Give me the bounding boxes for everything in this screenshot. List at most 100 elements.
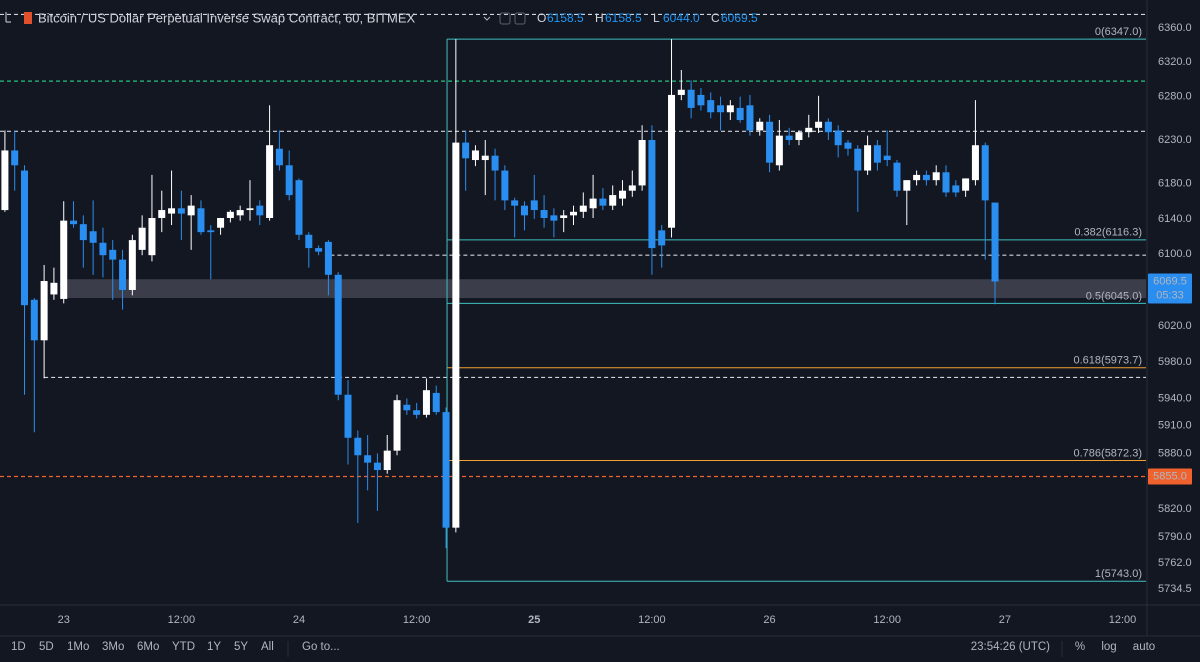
candle-body xyxy=(197,208,205,233)
y-tick-label: 6320.0 xyxy=(1158,56,1192,68)
candle-body xyxy=(217,217,225,228)
candle-body xyxy=(971,145,979,181)
candle-body xyxy=(422,390,430,415)
candle-body xyxy=(913,174,921,181)
scale-option[interactable]: log xyxy=(1101,641,1116,653)
candle-body xyxy=(834,130,842,146)
candle-body xyxy=(785,135,793,140)
candle-body xyxy=(599,198,607,206)
candle-body xyxy=(844,142,852,149)
candle-body xyxy=(540,210,548,218)
plot-area: 0(6347.0) 0.382(6116.3) 0.5(6045.0) 0.618(5… xyxy=(0,13,1147,582)
ohlc-value: 6158.5 xyxy=(605,11,642,25)
candle-body xyxy=(373,462,381,471)
candle-body xyxy=(854,148,862,171)
x-tick-label: 24 xyxy=(293,614,305,626)
scale-option[interactable]: % xyxy=(1075,641,1085,653)
candle-body xyxy=(442,412,450,528)
range-button[interactable]: 5D xyxy=(39,641,54,653)
candle-body xyxy=(530,200,538,211)
candle-body xyxy=(991,202,999,282)
candle-body xyxy=(21,170,29,306)
y-tick-label: 5820.0 xyxy=(1158,503,1192,515)
price-tag-label: 6069.5 xyxy=(1153,275,1187,287)
eye-icon[interactable] xyxy=(499,12,511,25)
candle-body xyxy=(324,241,332,275)
y-tick-label: 5980.0 xyxy=(1158,356,1192,368)
settings-icon[interactable] xyxy=(514,12,526,25)
fib-label: 0.786(5872.3) xyxy=(1074,447,1143,459)
candle-body xyxy=(579,205,587,212)
candle-body xyxy=(109,249,117,260)
symbol-title[interactable]: Bitcoin / US Dollar Perpetual Inverse Sw… xyxy=(38,10,415,25)
y-tick-label: 5790.0 xyxy=(1158,531,1192,543)
candle-body xyxy=(393,400,401,451)
candle-body xyxy=(511,200,519,206)
y-tick-label: 5940.0 xyxy=(1158,392,1192,404)
range-button[interactable]: YTD xyxy=(172,641,195,653)
candle-body xyxy=(824,121,832,133)
ohlc-values: O 6158.5 H 6158.5 L 6044.0 C 6069.5 xyxy=(537,11,758,25)
candle-body xyxy=(922,174,930,181)
candle-body xyxy=(805,127,813,133)
candle-body xyxy=(383,450,391,471)
range-button[interactable]: 1Y xyxy=(207,641,221,653)
candle-body xyxy=(226,211,234,218)
candle-body xyxy=(746,105,754,131)
candle-body xyxy=(775,135,783,166)
candle-body xyxy=(354,437,362,456)
range-button[interactable]: 3Mo xyxy=(102,641,124,653)
range-button[interactable]: All xyxy=(261,641,274,653)
range-button[interactable]: 1Mo xyxy=(67,641,89,653)
y-tick-label: 6280.0 xyxy=(1158,91,1192,103)
candle-body xyxy=(873,145,881,163)
price-tag xyxy=(1148,468,1192,485)
candle-body xyxy=(256,205,264,216)
candle-body xyxy=(50,282,58,295)
y-tick-label: 5762.0 xyxy=(1158,557,1192,569)
candle-body xyxy=(520,205,528,216)
range-button[interactable]: 5Y xyxy=(234,641,248,653)
candle-body xyxy=(707,100,715,113)
candle-body xyxy=(364,455,372,463)
candle-body xyxy=(40,281,48,341)
candle-body xyxy=(275,148,283,166)
scale-option[interactable]: auto xyxy=(1133,641,1155,653)
candle-body xyxy=(187,205,195,216)
range-button[interactable]: 1D xyxy=(11,641,26,653)
candle-body xyxy=(726,105,734,113)
y-tick-label: 6140.0 xyxy=(1158,213,1192,225)
price-tag-countdown: 05:33 xyxy=(1156,289,1184,301)
candle-body xyxy=(432,392,440,413)
y-tick-label: 5734.5 xyxy=(1158,583,1192,595)
price-tag-label: 5855.0 xyxy=(1153,470,1187,482)
candle-body xyxy=(168,208,176,214)
candle-body xyxy=(403,404,411,411)
y-tick-label: 6180.0 xyxy=(1158,178,1192,190)
candle-body xyxy=(481,155,489,161)
x-tick-label: 12:00 xyxy=(168,614,196,626)
candle-body xyxy=(99,242,107,256)
x-tick-label: 12:00 xyxy=(638,614,666,626)
y-tick-label: 6100.0 xyxy=(1158,248,1192,260)
collapse-icon[interactable] xyxy=(5,12,11,23)
candle-body xyxy=(315,248,323,252)
candle-body xyxy=(158,210,166,218)
goto-button[interactable]: Go to... xyxy=(302,641,340,653)
candle-body xyxy=(903,180,911,191)
candle-body xyxy=(981,145,989,201)
range-button[interactable]: 6Mo xyxy=(137,641,159,653)
candle-body xyxy=(462,142,470,159)
candle-body xyxy=(815,121,823,128)
x-tick-label: 12:00 xyxy=(1109,614,1137,626)
candle-body xyxy=(795,132,803,140)
ohlc-key: C xyxy=(711,11,720,25)
candle-body xyxy=(128,240,136,290)
y-tick-label: 5880.0 xyxy=(1158,447,1192,459)
candle-body xyxy=(148,217,156,256)
candle-body xyxy=(677,89,685,95)
x-tick-label: 12:00 xyxy=(873,614,901,626)
candle-body xyxy=(177,208,185,214)
candle-body xyxy=(687,89,695,108)
dropdown-icon[interactable] xyxy=(483,16,491,21)
